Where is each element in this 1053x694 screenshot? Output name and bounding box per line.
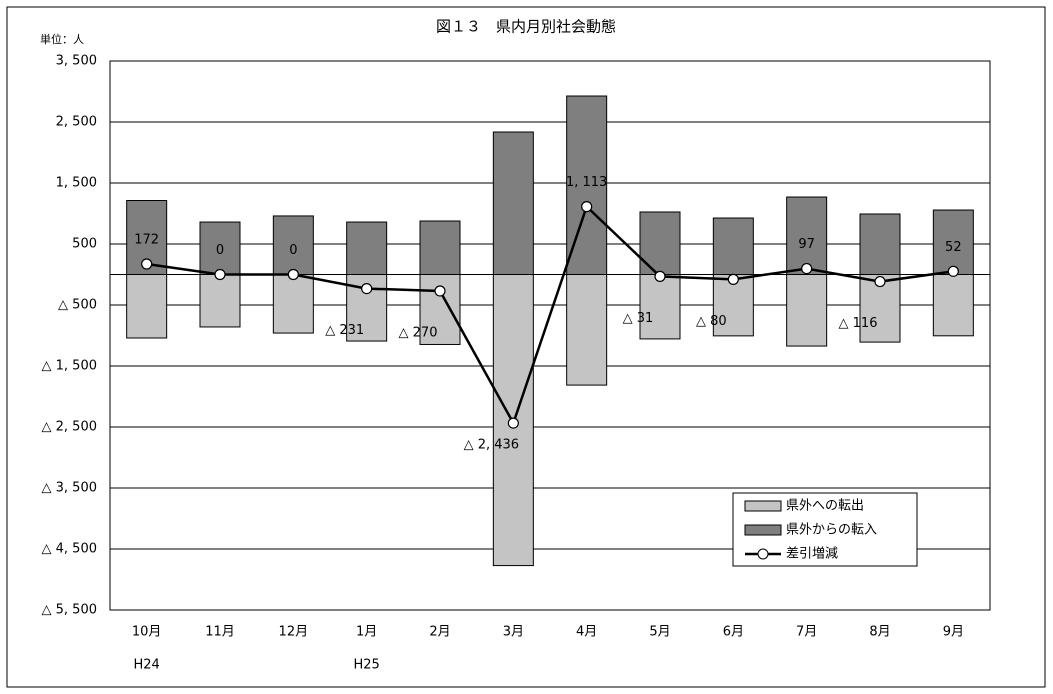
x-sublabel: H25 [354,658,380,673]
data-label: △ 2, 436 [464,438,519,453]
x-tick-label: 7月 [796,625,817,640]
x-tick-label: 5月 [649,625,670,640]
data-label: 1, 113 [566,175,607,190]
bar [639,211,681,276]
legend-label: 県外からの転入 [786,523,877,538]
bar [419,220,461,276]
data-label: △ 231 [325,323,364,338]
x-tick-label: 1月 [356,625,377,640]
legend-marker [757,548,769,560]
data-label: 97 [798,237,815,252]
y-tick-label: △ 1, 500 [42,359,97,374]
marker [287,268,299,281]
marker [214,268,226,281]
x-tick-label: 6月 [723,625,744,640]
marker [947,265,959,277]
data-label: △ 270 [399,325,438,340]
data-label: △ 31 [623,311,654,326]
legend-label: 県外への転出 [786,499,864,514]
data-label: △ 116 [839,316,878,331]
legend-label: 差引増減 [786,546,838,562]
y-tick-label: 2, 500 [56,115,97,130]
marker [727,273,739,285]
x-tick-label: 9月 [943,625,964,640]
x-tick-label: 12月 [279,625,309,640]
x-tick-label: 10月 [132,625,162,640]
marker [801,262,813,275]
y-tick-label: 3, 500 [56,54,97,69]
x-tick-label: 11月 [205,625,235,640]
bar [566,274,608,386]
y-tick-label: 500 [72,237,97,252]
chart-title: 図１３ 県内月別社会動態 [436,18,616,36]
x-tick-label: 2月 [429,625,450,640]
bar [199,221,241,275]
bar [346,221,388,275]
y-tick-label: 1, 500 [56,176,97,191]
marker [141,258,153,270]
y-tick-label: △ 2, 500 [42,420,97,435]
line [146,204,954,427]
bar [932,209,974,275]
legend-swatch [744,524,782,536]
frame [6,6,1046,688]
marker [874,275,886,288]
bar [272,215,314,276]
bar [639,274,681,340]
data-label: 0 [289,243,297,258]
y-tick-label: △ 3, 500 [42,481,97,496]
marker [581,201,593,213]
unit-label: 単位：人 [40,32,84,46]
y-tick-label: △ 5, 500 [42,603,97,618]
bar [932,274,974,337]
bar [199,274,241,328]
bar [786,274,828,347]
data-label: 0 [216,243,224,258]
bar [272,274,314,334]
bar [492,131,534,275]
data-label: 52 [945,240,962,255]
y-tick-label: △ 500 [58,298,97,313]
x-tick-label: 4月 [576,625,597,640]
x-tick-label: 3月 [503,625,524,640]
bar [859,213,901,276]
bar [126,274,168,339]
marker [507,417,519,429]
y-tick-label: △ 4, 500 [42,542,97,557]
x-sublabel: H24 [134,658,160,673]
bar [786,196,828,275]
data-label: △ 80 [696,314,727,329]
x-tick-label: 8月 [869,625,890,640]
marker [434,285,446,297]
marker [361,282,373,295]
legend-swatch [744,500,782,512]
bar [712,217,754,276]
data-label: 172 [134,233,159,248]
marker [654,270,666,282]
